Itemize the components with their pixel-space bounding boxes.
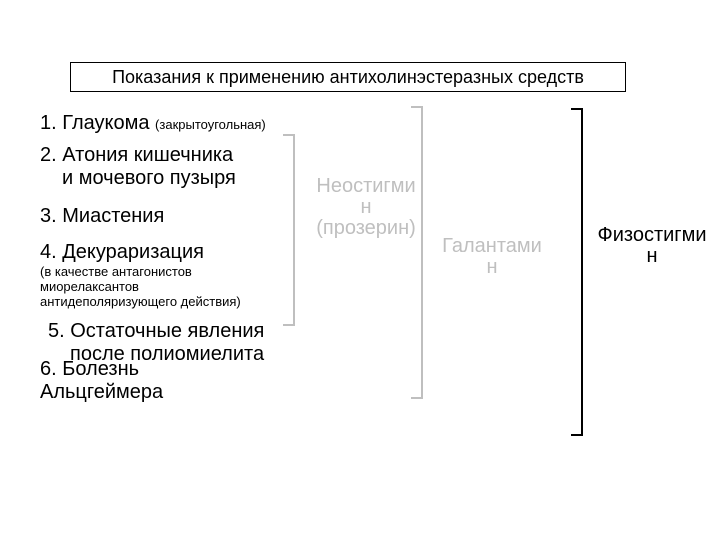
item-1-note: (закрытоугольная)	[155, 117, 266, 132]
item-4-note-l3: антидеполяризующего действия)	[40, 294, 241, 309]
item-1-main: 1. Глаукома	[40, 112, 149, 134]
title-box: Показания к применению антихолинэстеразн…	[70, 62, 626, 92]
item-4-text: 4. Декураризация	[40, 241, 204, 263]
item-6: 6. Болезнь Альцгеймера	[40, 358, 240, 404]
item-3-text: 3. Миастения	[40, 205, 164, 227]
drug-neo-l3: (прозерин)	[316, 217, 416, 239]
bracket-physostigmin	[571, 108, 583, 436]
item-2-line2: и мочевого пузыря	[40, 167, 236, 189]
drug-physostigmin: Физостигми н	[587, 225, 717, 267]
item-3: 3. Миастения	[40, 205, 164, 228]
item-4: 4. Декураризация	[40, 241, 204, 264]
drug-galantamin: Галантами н	[432, 236, 552, 278]
drug-gal-l1: Галантами	[442, 235, 542, 257]
item-4-note-l1: (в качестве антагонистов	[40, 264, 192, 279]
drug-neostigmin: Неостигми н (прозерин)	[306, 176, 426, 239]
drug-neo-l2: н	[360, 196, 371, 218]
drug-gal-l2: н	[486, 256, 497, 278]
item-6-line1: 6. Болезнь	[40, 358, 139, 380]
item-1: 1. Глаукома (закрытоугольная)	[40, 112, 266, 135]
item-5-line1: 5. Остаточные явления	[48, 320, 264, 342]
item-6-line2: Альцгеймера	[40, 381, 163, 403]
item-4-note: (в качестве антагонистов миорелаксантов …	[40, 265, 280, 310]
item-2-line1: 2. Атония кишечника	[40, 144, 233, 166]
item-2: 2. Атония кишечника и мочевого пузыря	[40, 144, 300, 190]
drug-phy-l2: н	[646, 245, 657, 267]
bracket-neostigmin	[283, 134, 295, 326]
item-4-note-l2: миорелаксантов	[40, 279, 139, 294]
slide-title: Показания к применению антихолинэстеразн…	[112, 67, 584, 88]
drug-phy-l1: Физостигми	[598, 224, 707, 246]
drug-neo-l1: Неостигми	[316, 175, 415, 197]
bracket-galantamin	[411, 106, 423, 399]
